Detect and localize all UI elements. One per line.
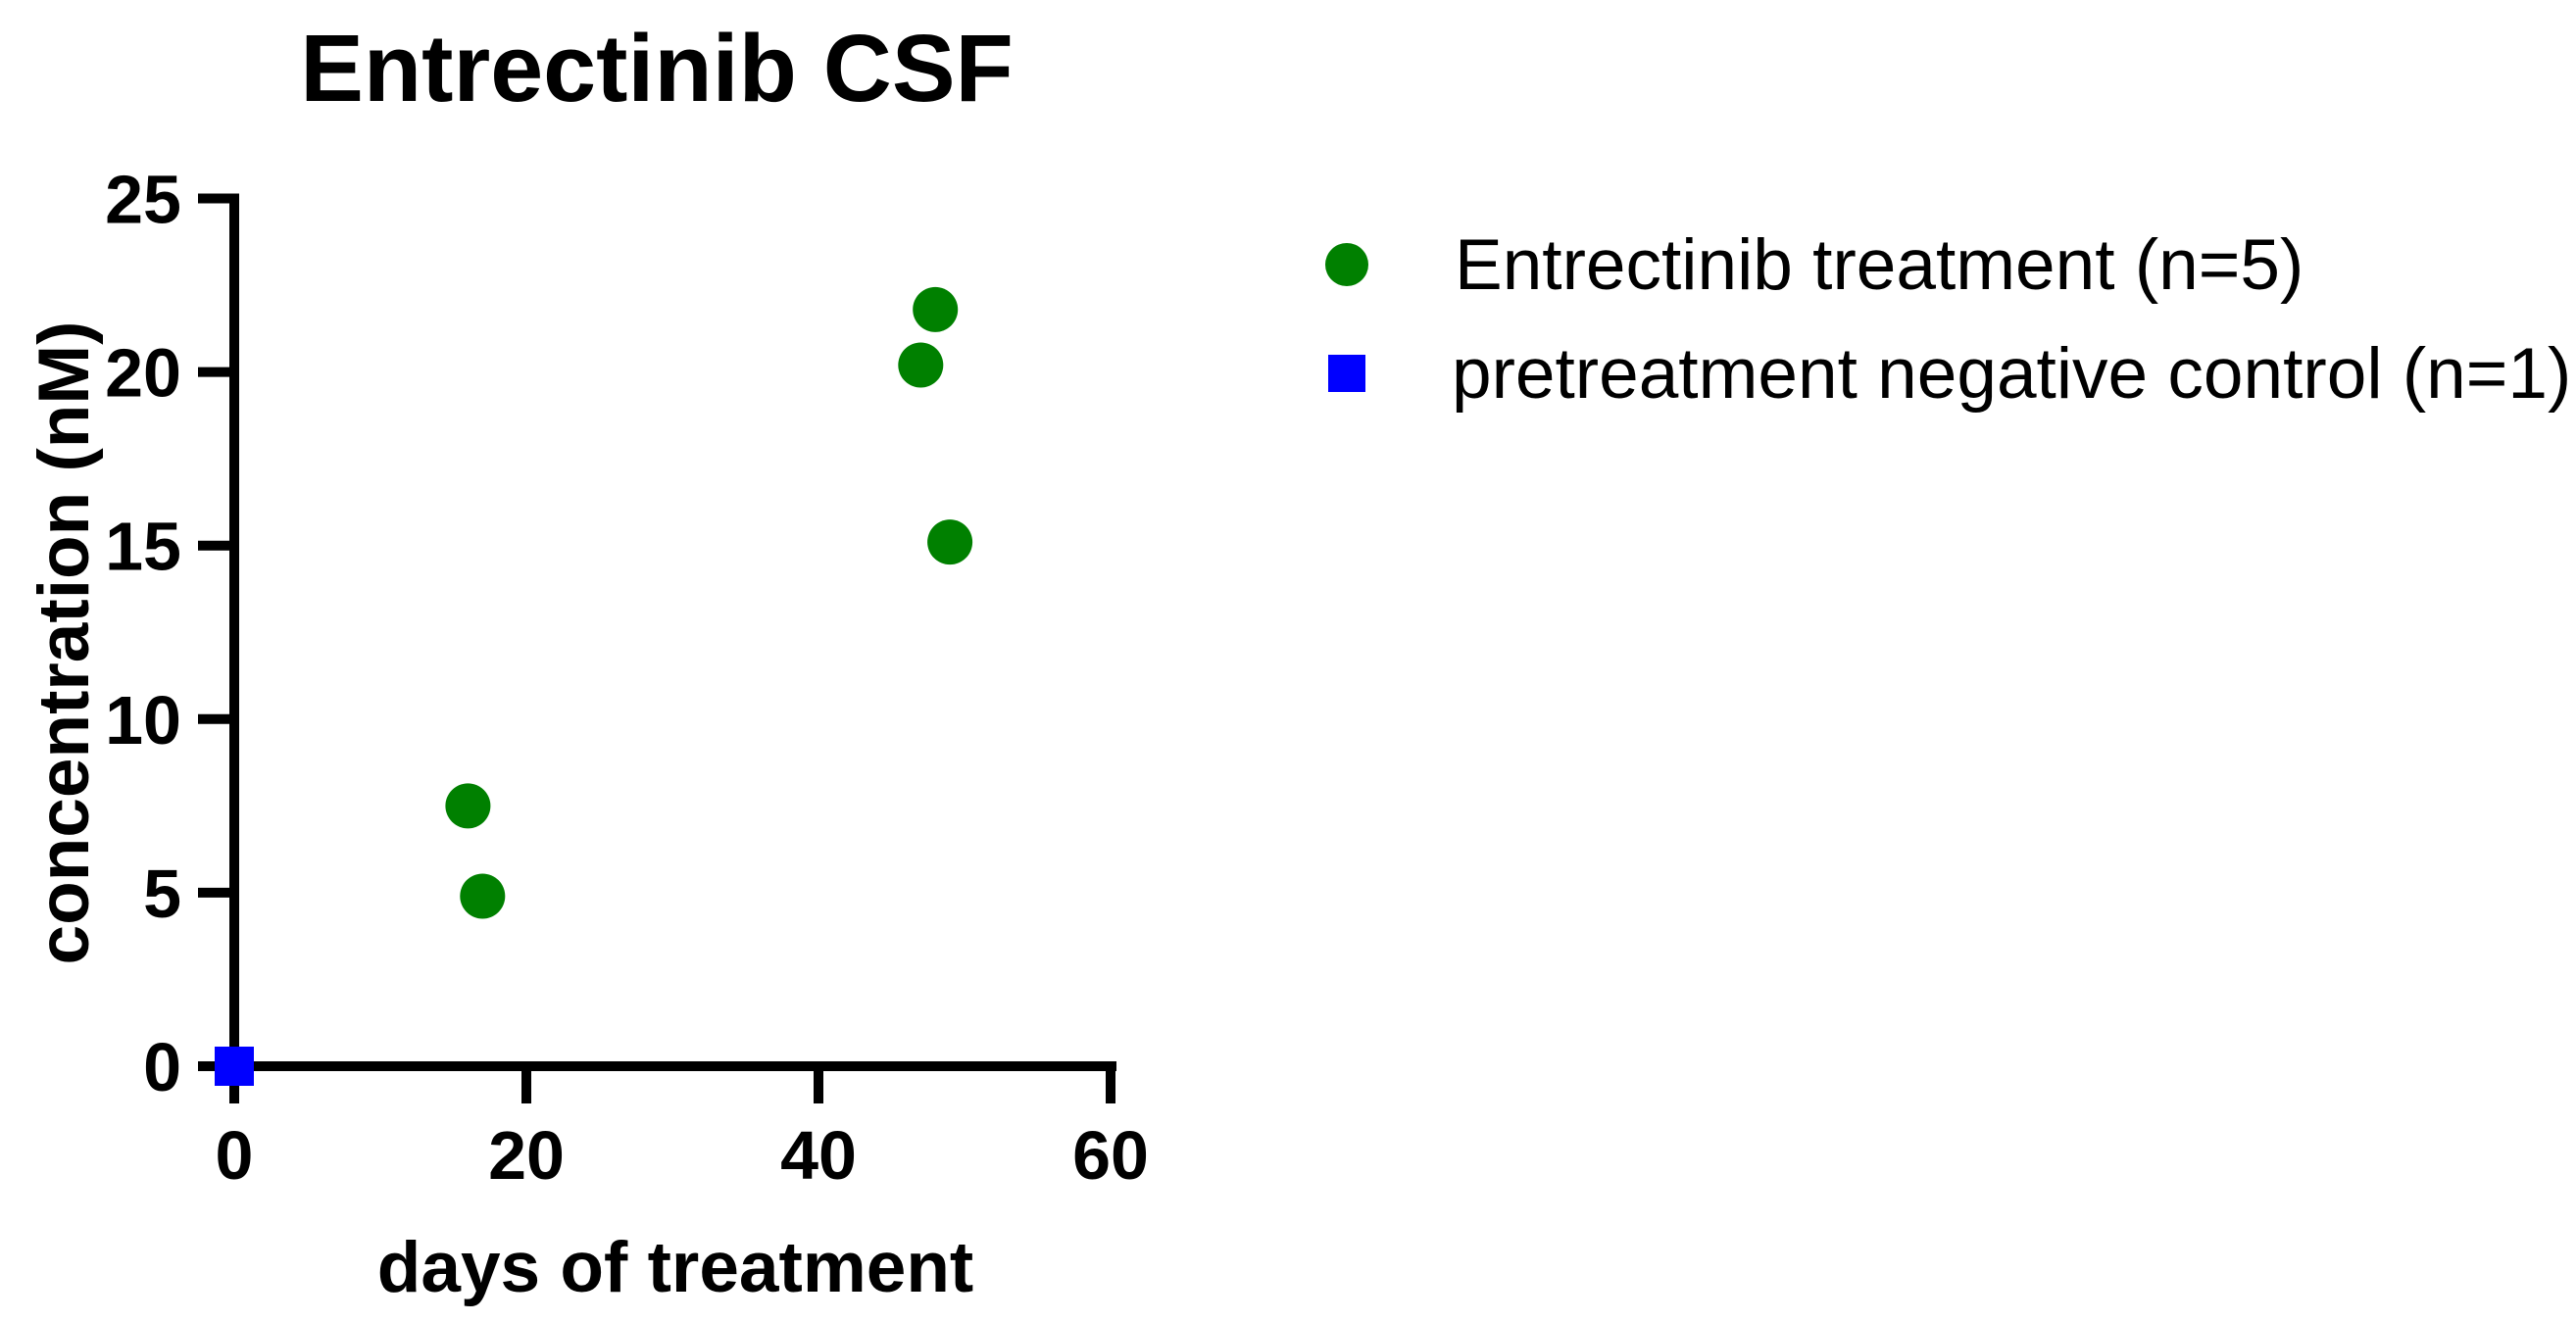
data-point-circle <box>927 519 973 565</box>
legend-item-entrectinib: Entrectinib treatment (n=5) <box>1313 218 2304 312</box>
x-tick-label: 20 <box>488 1117 565 1194</box>
blue-square-marker-icon <box>1328 355 1365 392</box>
x-tick-label: 0 <box>216 1117 254 1194</box>
data-point-circle <box>460 873 506 919</box>
data-point-circle <box>913 286 959 332</box>
data-point-circle <box>445 783 491 829</box>
x-axis-label: days of treatment <box>376 1228 974 1307</box>
y-axis-label: concentration (nM) <box>25 320 104 965</box>
legend-label-pretreatment: pretreatment negative control (n=1) <box>1452 333 2572 414</box>
x-tick-label: 60 <box>1072 1117 1149 1194</box>
data-point-circle <box>898 342 944 388</box>
legend-label-entrectinib: Entrectinib treatment (n=5) <box>1455 224 2304 305</box>
y-tick-label: 10 <box>105 682 181 759</box>
y-tick-label: 5 <box>143 856 181 932</box>
x-tick-label: 40 <box>780 1117 857 1194</box>
green-circle-marker-icon <box>1325 243 1368 286</box>
y-tick-label: 25 <box>105 162 181 238</box>
y-tick-label: 20 <box>105 335 181 412</box>
y-tick-label: 15 <box>105 509 181 585</box>
chart-title: Entrectinib CSF <box>300 15 1014 122</box>
legend-item-pretreatment: pretreatment negative control (n=1) <box>1313 326 2571 420</box>
y-tick-label: 0 <box>143 1029 181 1105</box>
data-point-square <box>215 1047 254 1086</box>
